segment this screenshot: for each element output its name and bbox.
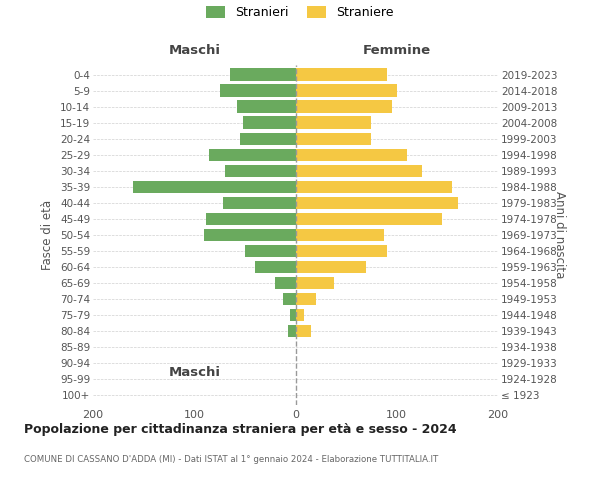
Bar <box>296 228 383 241</box>
Bar <box>296 148 407 161</box>
Bar <box>230 68 296 81</box>
Bar <box>296 309 304 322</box>
Text: Maschi: Maschi <box>168 366 220 379</box>
Bar <box>296 212 442 225</box>
Y-axis label: Fasce di età: Fasce di età <box>41 200 55 270</box>
Text: Popolazione per cittadinanza straniera per età e sesso - 2024: Popolazione per cittadinanza straniera p… <box>24 422 457 436</box>
Bar <box>296 245 386 258</box>
Bar <box>296 277 334 289</box>
Bar <box>296 261 367 274</box>
Text: Femmine: Femmine <box>362 44 431 58</box>
Bar <box>224 164 296 177</box>
Bar <box>296 164 422 177</box>
Bar <box>205 228 296 241</box>
Bar <box>240 132 296 145</box>
Bar <box>296 84 397 97</box>
Bar <box>209 148 296 161</box>
Bar <box>223 196 296 209</box>
Bar <box>296 293 316 306</box>
Bar <box>296 132 371 145</box>
Bar <box>133 180 296 193</box>
Bar <box>220 84 296 97</box>
Bar <box>255 261 296 274</box>
Text: Maschi: Maschi <box>168 44 220 58</box>
Bar <box>283 293 296 306</box>
Bar <box>296 116 371 129</box>
Bar <box>296 100 392 113</box>
Bar <box>296 180 452 193</box>
Bar <box>243 116 296 129</box>
Bar <box>245 245 296 258</box>
Bar <box>289 325 296 338</box>
Bar <box>296 68 386 81</box>
Bar <box>296 325 311 338</box>
Y-axis label: Anni di nascita: Anni di nascita <box>553 192 566 278</box>
Legend: Stranieri, Straniere: Stranieri, Straniere <box>206 6 394 19</box>
Text: COMUNE DI CASSANO D'ADDA (MI) - Dati ISTAT al 1° gennaio 2024 - Elaborazione TUT: COMUNE DI CASSANO D'ADDA (MI) - Dati IST… <box>24 455 438 464</box>
Bar <box>275 277 296 289</box>
Bar <box>206 212 296 225</box>
Bar <box>237 100 296 113</box>
Bar <box>290 309 296 322</box>
Bar <box>296 196 458 209</box>
